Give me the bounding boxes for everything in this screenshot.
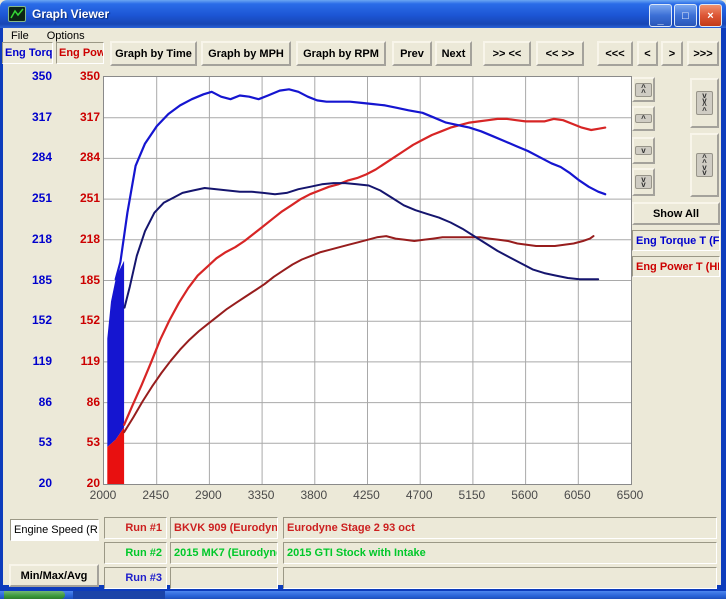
y-tick-label: 20 (38, 476, 52, 490)
x-tick-label: 2000 (89, 488, 117, 502)
down-up-chevrons-icon: v v ^ ^ (696, 91, 713, 115)
double-down-chevron-icon: v v (635, 175, 652, 189)
torque-axis-scroll-up-button[interactable]: ^ (632, 106, 655, 131)
y-tick-label: 86 (86, 394, 100, 409)
graph-by-time-button[interactable]: Graph by Time (110, 41, 197, 66)
y-tick-label: 350 (79, 69, 100, 83)
y-tick-label: 284 (79, 150, 100, 165)
power-axis-scroll-button[interactable]: v v ^ ^ (690, 78, 719, 128)
up-chevron-icon: ^ (635, 114, 652, 123)
menu-file[interactable]: File (11, 29, 29, 42)
power-axis-tick-labels: 350 317 284 251 218 185 152 119 86 53 20 (54, 69, 100, 490)
power-axis-zoom-button[interactable]: ^ ^ v v (690, 133, 719, 197)
power-launch-noise (107, 427, 125, 484)
y-tick-label: 86 (38, 394, 52, 409)
run2-comment-field[interactable]: 2015 GTI Stock with Intake (283, 542, 717, 564)
rpm-axis-tick-labels: 2000 2450 2900 3350 3800 4250 4700 5150 5600 6050… (90, 488, 644, 504)
y-tick-label: 119 (80, 353, 100, 368)
zoom-out-x-button[interactable]: << >> (536, 41, 584, 66)
legend-torque: Eng Torque T (Ft-L (632, 230, 720, 251)
y-tick-label: 185 (31, 272, 52, 287)
x-tick-label: 6050 (563, 488, 591, 502)
y-tick-label: 185 (79, 272, 100, 287)
scroll-left-button[interactable]: < (637, 41, 658, 66)
show-all-button[interactable]: Show All (632, 202, 720, 225)
close-button[interactable]: × (699, 4, 722, 27)
x-tick-label: 3350 (247, 488, 275, 502)
power-axis-header[interactable]: Eng Powe (56, 42, 104, 64)
maximize-button[interactable]: □ (674, 4, 697, 27)
torque-axis-scroll-up-fast-button[interactable]: ^ ^ (632, 77, 655, 102)
run1-file-field[interactable]: BKVK 909 (Eurodyne, B (170, 517, 278, 539)
x-tick-label: 2450 (142, 488, 170, 502)
series-line (123, 182, 600, 309)
down-chevron-icon: v (635, 146, 652, 155)
x-tick-label: 4250 (353, 488, 380, 502)
run3-comment-field[interactable] (283, 567, 717, 589)
legend-power: Eng Power T (HP) (632, 256, 720, 277)
run1-label[interactable]: Run #1 (104, 517, 167, 539)
series-line (114, 88, 607, 281)
run2-file-field[interactable]: 2015 MK7 (Eurodyne, E (170, 542, 278, 564)
run3-file-field[interactable] (170, 567, 278, 589)
torque-axis-scroll-down-fast-button[interactable]: v v (632, 168, 655, 196)
title-bar[interactable]: Graph Viewer _ □ × (0, 0, 726, 28)
x-tick-label: 4700 (405, 488, 433, 502)
torque-launch-noise (107, 260, 125, 447)
chart-plot-area[interactable] (103, 76, 632, 485)
prev-button[interactable]: Prev (392, 41, 432, 66)
double-up-chevron-icon: ^ ^ (635, 82, 652, 97)
graph-zigzag (10, 8, 24, 19)
y-tick-label: 218 (79, 231, 100, 246)
y-tick-label: 251 (31, 191, 52, 206)
dyno-chart (104, 77, 631, 484)
window-border-right (721, 28, 726, 591)
next-button[interactable]: Next (435, 41, 472, 66)
taskbar[interactable] (0, 591, 726, 599)
x-tick-label: 2900 (195, 488, 222, 502)
scroll-right-button[interactable]: > (661, 41, 683, 66)
y-tick-label: 317 (79, 109, 100, 124)
app-graph-icon (8, 6, 26, 22)
y-tick-label: 119 (32, 353, 52, 368)
minimize-button[interactable]: _ (649, 4, 672, 27)
graph-by-rpm-button[interactable]: Graph by RPM (296, 41, 386, 66)
window-border-left (0, 28, 3, 591)
x-tick-label: 6500 (616, 488, 644, 502)
y-tick-label: 317 (31, 109, 52, 124)
y-tick-label: 350 (31, 69, 52, 83)
taskbar-active-task[interactable] (73, 591, 165, 599)
torque-axis-tick-labels: 350 317 284 251 218 185 152 119 86 53 20 (0, 69, 52, 490)
zoom-in-x-button[interactable]: >> << (483, 41, 531, 66)
y-tick-label: 20 (86, 476, 100, 490)
torque-axis-scroll-down-button[interactable]: v (632, 137, 655, 164)
menu-options[interactable]: Options (46, 29, 85, 42)
x-tick-label: 5150 (458, 488, 486, 502)
run2-label[interactable]: Run #2 (104, 542, 167, 564)
torque-axis-header[interactable]: Eng Torqu (2, 42, 53, 64)
window-title: Graph Viewer (32, 7, 110, 21)
series-line (123, 117, 607, 426)
y-tick-label: 284 (31, 150, 52, 165)
y-tick-label: 251 (79, 191, 100, 206)
x-tick-label: 3800 (300, 488, 328, 502)
x-axis-title-box: Engine Speed (RPM (10, 519, 99, 541)
scroll-right-fast-button[interactable]: >>> (687, 41, 719, 66)
up-down-chevrons-icon: ^ ^ v v (696, 153, 713, 177)
graph-by-mph-button[interactable]: Graph by MPH (201, 41, 291, 66)
run3-label[interactable]: Run #3 (104, 567, 167, 589)
y-tick-label: 152 (79, 313, 100, 328)
series-line (123, 235, 595, 434)
min-max-avg-button[interactable]: Min/Max/Avg (9, 564, 99, 587)
y-tick-label: 53 (38, 435, 52, 450)
y-tick-label: 218 (31, 231, 52, 246)
y-tick-label: 152 (31, 313, 52, 328)
run1-comment-field[interactable]: Eurodyne Stage 2 93 oct (283, 517, 717, 539)
x-tick-label: 5600 (511, 488, 538, 502)
y-tick-label: 53 (86, 435, 100, 450)
start-button-fragment[interactable] (4, 591, 65, 599)
menu-bar: File Options (3, 28, 726, 43)
scroll-left-fast-button[interactable]: <<< (597, 41, 633, 66)
